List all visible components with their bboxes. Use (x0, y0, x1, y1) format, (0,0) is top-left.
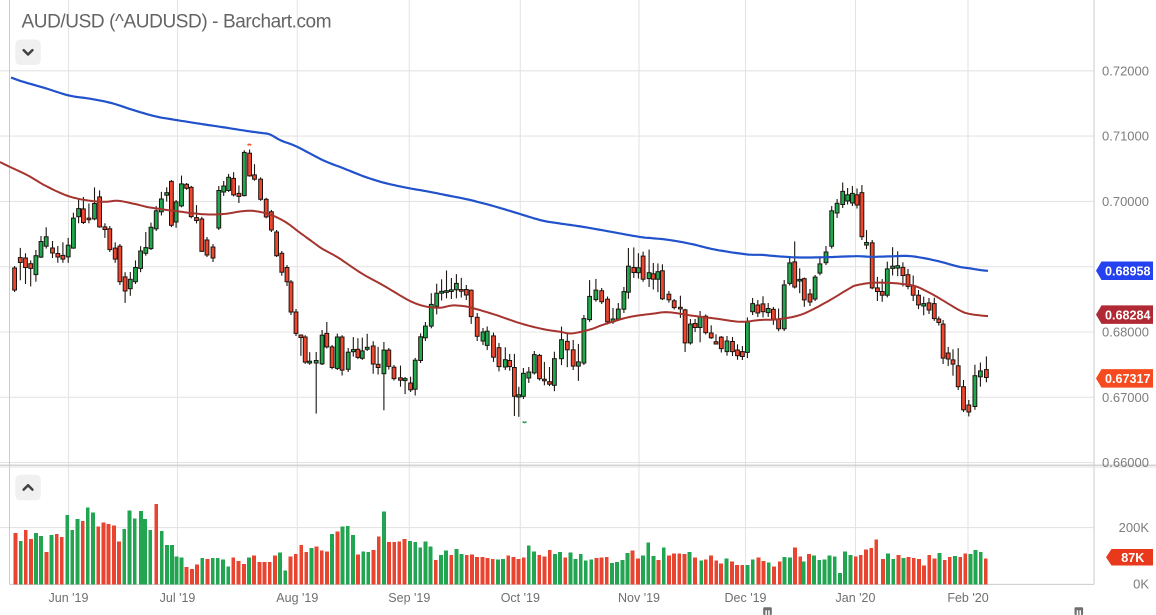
svg-text:AUD/USD (^AUDUSD) - Barchart.c: AUD/USD (^AUDUSD) - Barchart.com (22, 12, 332, 33)
svg-text:Jul '19: Jul '19 (160, 591, 196, 605)
svg-text:0.68284: 0.68284 (1105, 308, 1151, 322)
svg-text:0.67000: 0.67000 (1102, 390, 1149, 405)
svg-text:0.72000: 0.72000 (1102, 63, 1149, 78)
svg-text:Dec '19: Dec '19 (725, 591, 767, 605)
svg-text:0.66000: 0.66000 (1102, 455, 1149, 470)
svg-text:Jun '19: Jun '19 (49, 591, 89, 605)
svg-text:Jan '20: Jan '20 (836, 591, 876, 605)
svg-text:200K: 200K (1119, 520, 1150, 535)
svg-text:0K: 0K (1133, 577, 1149, 592)
svg-text:Aug '19: Aug '19 (276, 591, 318, 605)
svg-text:0.67317: 0.67317 (1105, 372, 1151, 386)
svg-text:87K: 87K (1121, 551, 1144, 565)
svg-text:0.71000: 0.71000 (1102, 129, 1149, 144)
svg-text:Feb '20: Feb '20 (947, 591, 988, 605)
svg-text:0.68958: 0.68958 (1105, 265, 1151, 279)
svg-text:Oct '19: Oct '19 (501, 591, 540, 605)
svg-text:Nov '19: Nov '19 (618, 591, 660, 605)
svg-text:Sep '19: Sep '19 (388, 591, 430, 605)
svg-text:0.70000: 0.70000 (1102, 194, 1149, 209)
svg-text:0.68000: 0.68000 (1102, 325, 1149, 340)
